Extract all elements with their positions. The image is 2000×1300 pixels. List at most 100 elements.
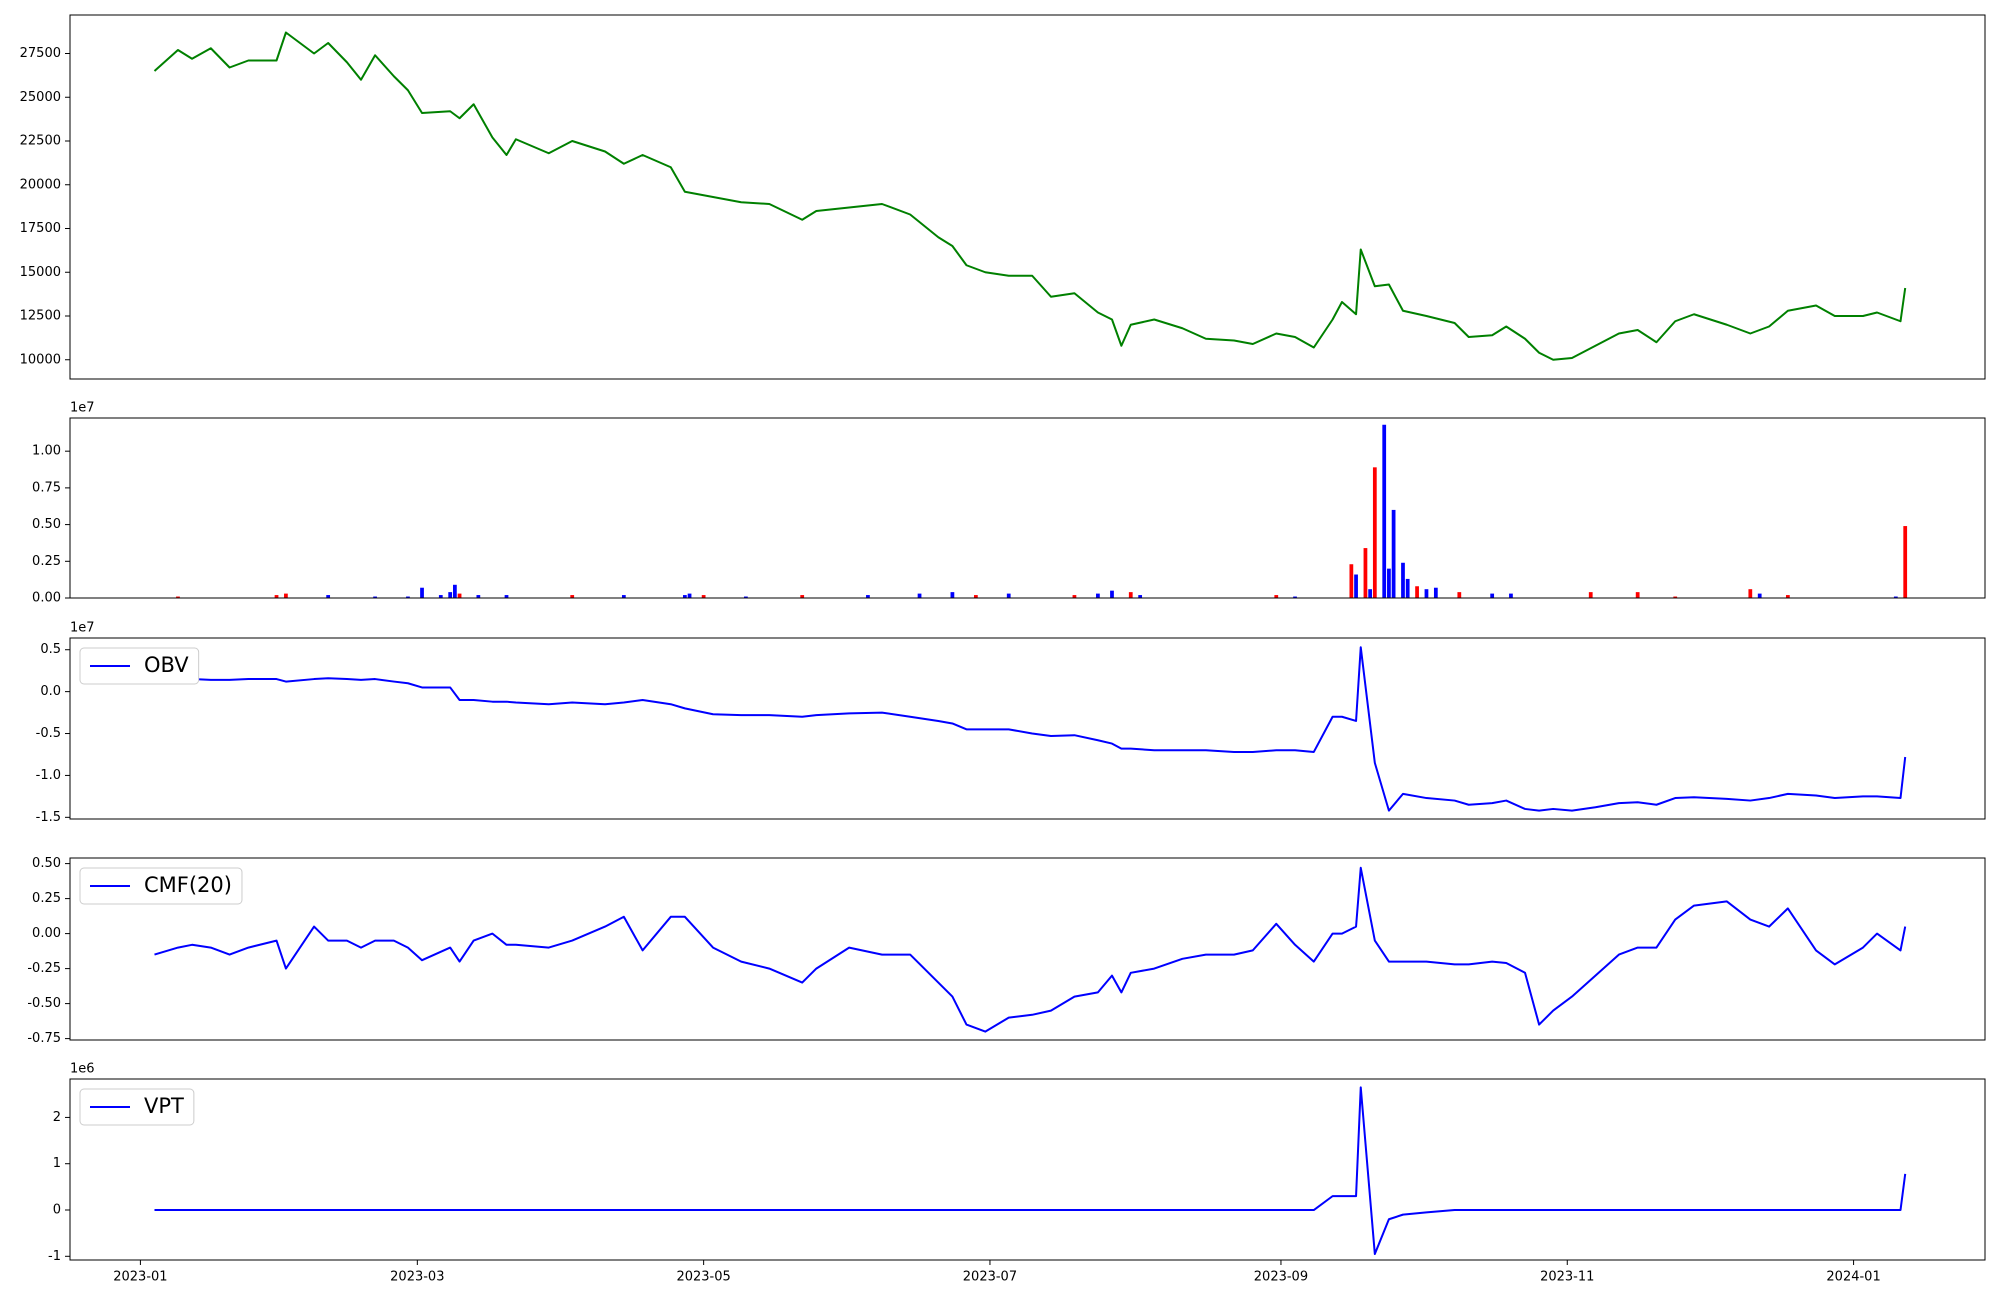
legend-text: CMF(20): [144, 873, 232, 897]
y-tick-label: 25000: [20, 90, 61, 105]
volume-bar: [973, 595, 978, 598]
volume-bar: [1363, 548, 1368, 598]
volume-bar: [1382, 424, 1387, 598]
y-tick-label: 0.25: [32, 891, 61, 906]
volume-bar: [570, 595, 575, 598]
y-tick-label: -1.0: [36, 768, 61, 783]
y-tick-label: -0.5: [36, 726, 61, 741]
y-tick-label: -1: [48, 1249, 61, 1264]
data-line: [153, 31, 1907, 361]
subplot: -0.75 -0.50 -0.25 0.00 0.25 0.50 CMF(20): [27, 856, 1986, 1046]
volume-bar: [1401, 562, 1405, 598]
y-tick-label: 10000: [20, 352, 61, 367]
volume-bar: [438, 595, 443, 598]
x-tick-label: 2023-03: [390, 1270, 444, 1285]
volume-bar: [1757, 593, 1762, 598]
legend-text: VPT: [144, 1094, 184, 1118]
volume-bar: [866, 595, 870, 598]
volume-bar: [1457, 592, 1462, 598]
y-tick-label: 1.00: [32, 444, 61, 459]
data-line: [154, 646, 1907, 812]
x-tick-label: 2023-09: [1254, 1270, 1308, 1285]
x-tick-label: 2023-11: [1540, 1270, 1594, 1285]
legend-box: [79, 647, 200, 685]
volume-bar: [701, 595, 706, 598]
y-tick-label: -0.75: [27, 1031, 61, 1046]
volume-bar: [800, 595, 805, 598]
y-tick-label: 15000: [20, 265, 61, 280]
volume-bar: [1072, 595, 1077, 598]
volume-bar: [1509, 593, 1513, 598]
volume-bar: [326, 595, 331, 598]
volume-bar: [1893, 596, 1898, 598]
volume-bar: [1588, 592, 1593, 598]
x-tick-label: 2023-05: [676, 1270, 730, 1285]
legend: VPT: [79, 1088, 195, 1126]
axis-offset-label: 1e6: [70, 1062, 95, 1077]
y-tick-label: 0.00: [32, 591, 61, 606]
y-tick-label: 0.5: [40, 642, 61, 657]
volume-bar: [1490, 593, 1495, 598]
volume-bar: [1387, 568, 1391, 598]
volume-bar: [1372, 467, 1377, 598]
volume-bar: [1424, 589, 1429, 598]
volume-bar: [1433, 587, 1438, 598]
axes-frame: [69, 637, 1986, 820]
volume-bar: [1635, 592, 1640, 598]
y-tick-label: 1: [53, 1156, 61, 1171]
volume-bar: [1903, 526, 1908, 598]
volume-bar: [420, 587, 424, 598]
plot-area: [154, 1086, 1907, 1255]
data-line: [154, 866, 1907, 1033]
y-tick-label: -0.50: [27, 996, 61, 1011]
x-tick-label: 2023-07: [963, 1270, 1017, 1285]
volume-bar: [453, 584, 457, 598]
volume-bar: [1415, 586, 1419, 598]
volume-bar: [1293, 596, 1297, 598]
volume-bar: [1274, 595, 1279, 598]
y-tick-label: 0.50: [32, 517, 61, 532]
y-tick-label: 17500: [20, 221, 61, 236]
legend: OBV: [79, 647, 200, 685]
y-tick-label: 0.50: [32, 856, 61, 871]
subplot: 0.00 0.25 0.50 0.75 1.00 1e7: [32, 401, 1986, 606]
y-tick-label: 20000: [20, 177, 61, 192]
volume-bar: [1785, 595, 1790, 598]
subplot: -1 0 1 2 1e6 2023-01 2023-03 2023-05 2023-07 2023…: [48, 1062, 1986, 1285]
y-tick-label: 0: [53, 1203, 61, 1218]
axes-frame: [69, 417, 1986, 599]
x-tick-label: 2024-01: [1826, 1270, 1880, 1285]
subplot: 10000 12500 15000 17500 20000 22500 25000 27500: [20, 14, 1986, 380]
volume-bar: [1368, 589, 1373, 598]
y-tick-label: 27500: [20, 46, 61, 61]
volume-bar: [1673, 596, 1678, 598]
y-tick-label: -0.25: [27, 961, 61, 976]
volume-bar: [284, 593, 288, 598]
legend-text: OBV: [144, 653, 189, 677]
volume-bar: [744, 596, 748, 598]
axes-frame: [69, 14, 1986, 380]
volume-bar: [1110, 590, 1114, 598]
volume-bar: [274, 595, 279, 598]
volume-bar: [687, 593, 692, 598]
y-tick-label: 0.0: [40, 684, 61, 699]
y-tick-label: 12500: [20, 309, 61, 324]
axes-frame: [69, 857, 1986, 1041]
volume-bar: [1405, 578, 1410, 598]
plot-area: [154, 646, 1907, 812]
volume-bar: [1128, 592, 1133, 598]
volume-bar: [1096, 593, 1100, 598]
volume-bar: [476, 595, 481, 598]
y-tick-label: 0.25: [32, 554, 61, 569]
y-tick-label: 2: [53, 1110, 61, 1125]
volume-bar: [1349, 564, 1354, 598]
volume-bar: [1354, 574, 1358, 598]
data-line: [154, 1086, 1907, 1255]
volume-bar: [1138, 595, 1143, 598]
volume-bar: [950, 592, 955, 598]
y-tick-label: -1.5: [36, 810, 61, 825]
volume-bar: [682, 595, 687, 598]
legend-box: [79, 1088, 195, 1126]
axis-offset-label: 1e7: [70, 621, 95, 636]
